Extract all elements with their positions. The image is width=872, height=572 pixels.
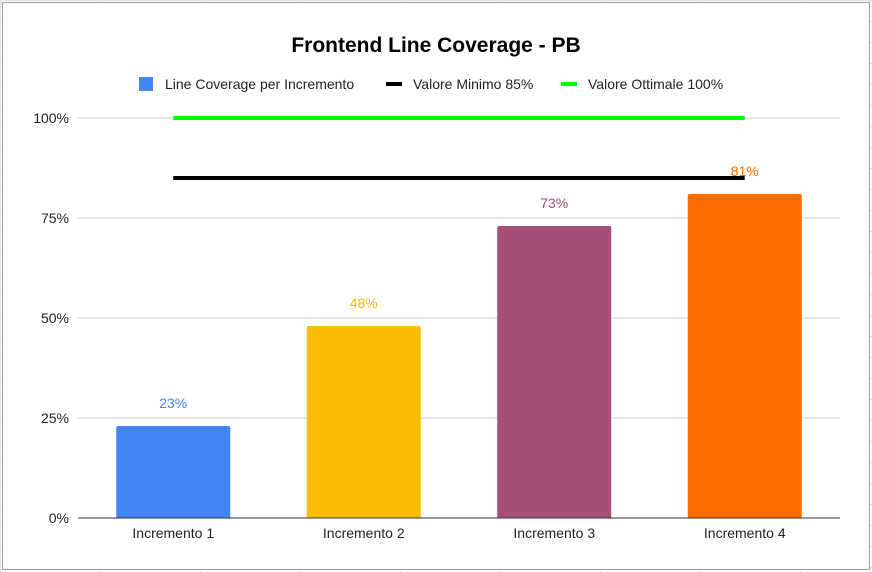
y-tick-label: 0% [49, 510, 69, 526]
legend-label: Line Coverage per Incremento [165, 76, 354, 92]
data-labels: 23% 48% 73% 81% [159, 163, 759, 411]
bars [116, 194, 802, 518]
x-tick-label: Incremento 4 [704, 525, 786, 541]
axes: Incremento 1 Incremento 2 Incremento 3 Incr… [78, 517, 840, 541]
y-tick-label: 25% [41, 410, 69, 426]
x-tick-label: Incremento 2 [323, 525, 405, 541]
data-label: 23% [159, 395, 187, 411]
data-label: 73% [540, 195, 568, 211]
gridlines: 0% 25% 50% 75% 100% [33, 110, 840, 526]
legend: Line Coverage per Incremento Valore Minim… [139, 76, 723, 92]
y-tick-label: 100% [33, 110, 69, 126]
bar[interactable] [306, 326, 421, 518]
x-tick-label: Incremento 1 [132, 525, 214, 541]
y-tick-label: 75% [41, 210, 69, 226]
legend-label: Valore Minimo 85% [413, 76, 533, 92]
y-tick-label: 50% [41, 310, 69, 326]
bar[interactable] [687, 194, 802, 518]
chart-title: Frontend Line Coverage - PB [291, 34, 580, 57]
bar[interactable] [116, 426, 231, 518]
data-label: 81% [731, 163, 759, 179]
data-label: 48% [350, 295, 378, 311]
legend-swatch [139, 77, 153, 91]
legend-label: Valore Ottimale 100% [588, 76, 723, 92]
x-tick-label: Incremento 3 [513, 525, 595, 541]
bar[interactable] [497, 226, 612, 518]
reference-lines [173, 116, 745, 180]
